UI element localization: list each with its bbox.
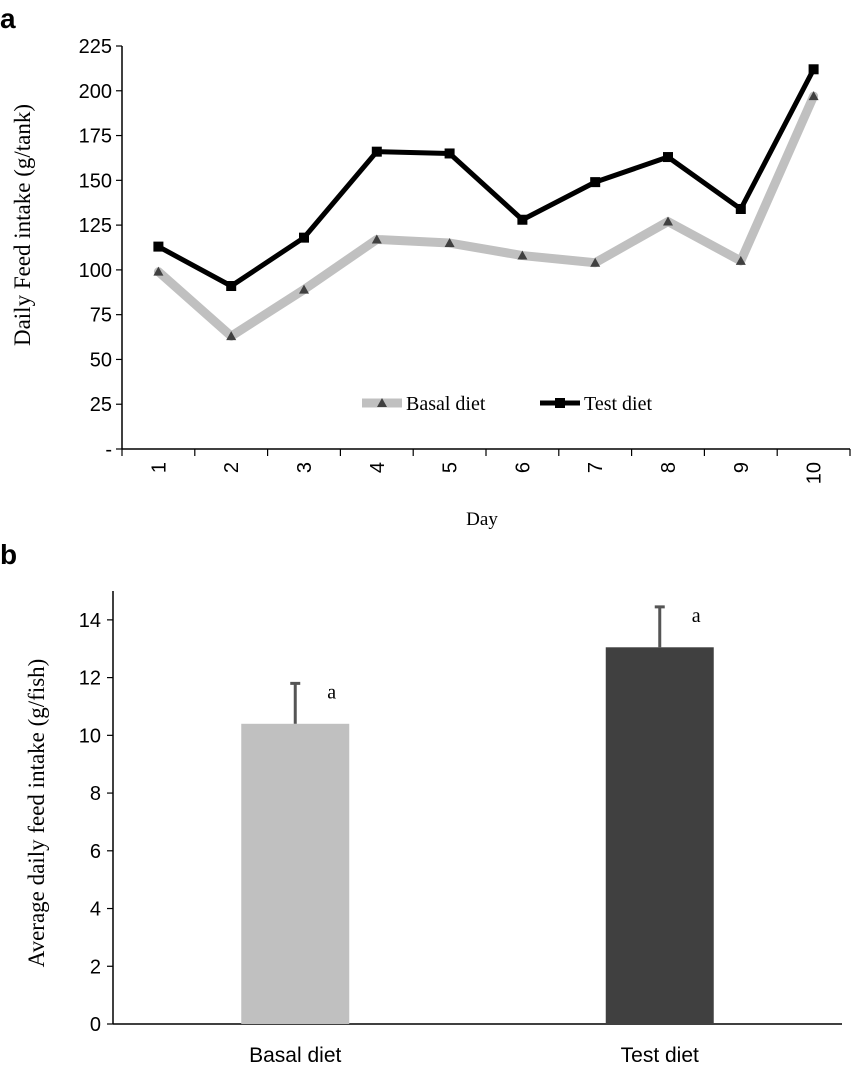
data-point-test-diet [153, 241, 164, 252]
x-tick-label: 10 [804, 462, 826, 484]
y-tick-label: 4 [90, 899, 101, 921]
significance-letter-basal-diet: a [327, 681, 336, 703]
data-point-test-diet [590, 177, 601, 188]
y-tick-label: 125 [79, 215, 112, 237]
y-tick-label: 6 [90, 841, 101, 863]
panel-a-label: a [0, 3, 16, 34]
legend-marker-test-diet [555, 398, 565, 408]
data-point-test-diet [444, 148, 455, 159]
data-point-test-diet [663, 152, 673, 163]
y-tick-label: 75 [90, 305, 112, 327]
x-tick-label: 8 [658, 462, 680, 473]
data-point-basal-diet [371, 234, 382, 244]
y-tick-label: 10 [79, 725, 101, 747]
legend-label-basal-diet: Basal diet [406, 393, 486, 415]
y-tick-label: 100 [79, 260, 112, 282]
data-point-test-diet [735, 203, 746, 214]
significance-letter-test-diet: a [692, 605, 701, 627]
legend-label-test-diet: Test diet [584, 393, 652, 415]
series-line-test-diet [155, 66, 817, 289]
x-tick-label: 7 [585, 462, 607, 473]
y-tick-label: - [105, 439, 112, 461]
data-point-basal-diet [153, 266, 164, 276]
x-tick-label: 6 [512, 462, 534, 473]
y-tick-label: 12 [79, 668, 101, 690]
bar-test-diet [605, 647, 714, 1024]
data-point-basal-diet [299, 284, 309, 294]
legend-marker-basal-diet [377, 398, 387, 407]
panel-b-label: b [0, 539, 17, 570]
panel-a-xlabel: Day [466, 509, 498, 530]
y-tick-label: 0 [90, 1014, 101, 1036]
data-point-basal-diet [226, 331, 237, 341]
data-point-test-diet [808, 64, 819, 75]
x-tick-label: 2 [221, 462, 243, 473]
data-point-basal-diet [808, 91, 819, 101]
y-tick-label: 225 [79, 36, 112, 58]
y-tick-label: 200 [79, 81, 112, 103]
data-point-basal-diet [735, 255, 746, 265]
data-point-test-diet [517, 214, 528, 225]
x-tick-label: 1 [148, 462, 170, 473]
x-tick-label-basal-diet: Basal diet [249, 1044, 341, 1067]
x-tick-label: 4 [367, 462, 389, 473]
y-tick-label: 8 [90, 783, 101, 805]
data-point-basal-diet [517, 250, 528, 260]
y-tick-label: 50 [90, 349, 112, 371]
y-tick-label: 175 [79, 126, 112, 148]
panel-a-chart: - 25 50 75 100 125 150 175 200 225 1 2 3 4 5 6 7 8 9 10 Basa… [79, 36, 851, 484]
panel-b-ylabel: Average daily feed intake (g/fish) [24, 659, 49, 968]
bar-basal-diet [241, 723, 350, 1024]
x-tick-label: 5 [440, 462, 462, 473]
data-point-basal-diet [444, 238, 455, 248]
data-point-basal-diet [663, 216, 673, 226]
x-tick-label: 9 [731, 462, 753, 473]
data-point-test-diet [226, 281, 237, 292]
panel-b-chart: 0 2 4 6 8 10 12 14 a Basal diet a Test diet [79, 591, 842, 1067]
series-line-basal-diet [153, 91, 819, 341]
y-tick-label: 2 [90, 956, 101, 978]
panel-a-ylabel: Daily Feed intake (g/tank) [10, 104, 35, 346]
y-tick-label: 150 [79, 170, 112, 192]
x-tick-label-test-diet: Test diet [621, 1044, 699, 1067]
x-tick-label: 3 [294, 462, 316, 473]
y-tick-label: 25 [90, 394, 112, 416]
data-point-basal-diet [590, 257, 601, 267]
data-point-test-diet [299, 232, 309, 243]
y-tick-label: 14 [79, 610, 101, 632]
data-point-test-diet [371, 146, 382, 157]
